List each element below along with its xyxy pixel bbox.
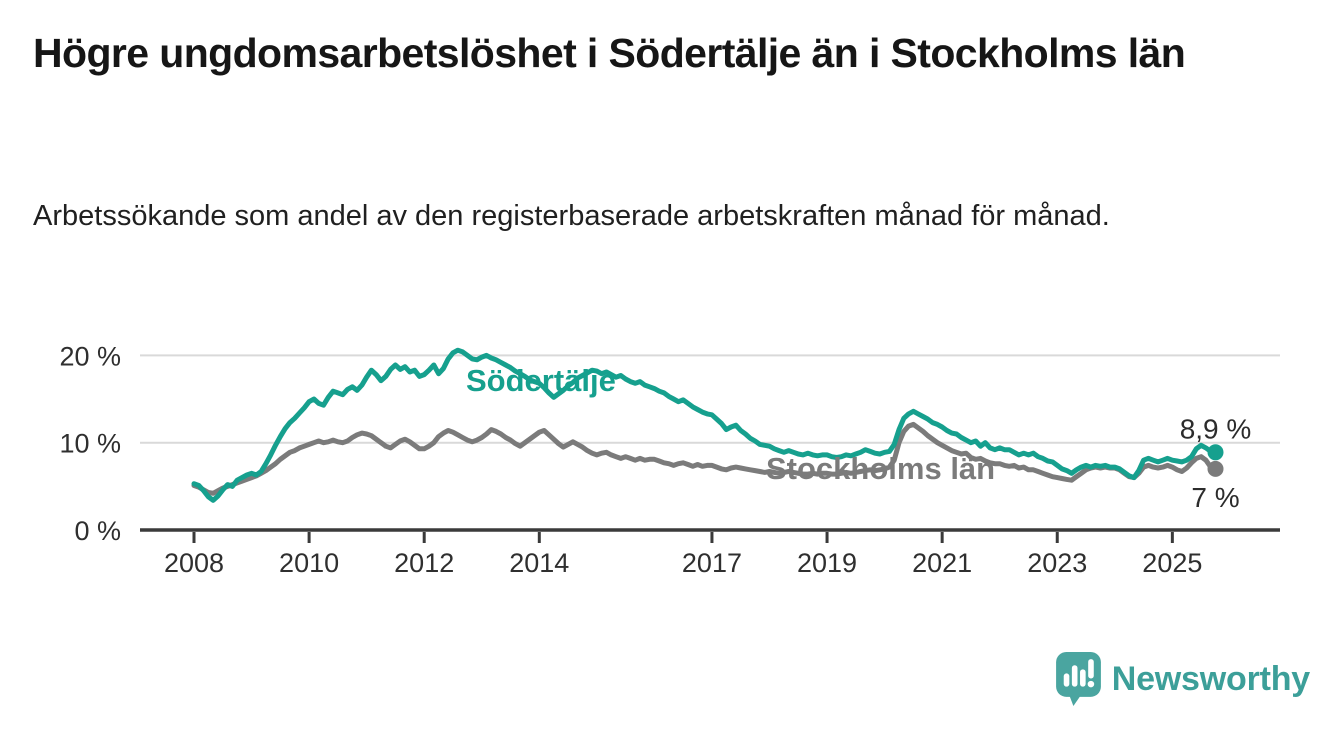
series-label-stockholms-lan: Stockholms län (766, 451, 995, 486)
end-value-label-stockholms-lan: 7 % (1191, 482, 1239, 513)
logo-bubble-tail (1068, 692, 1083, 706)
last-point-marker-sodertalje (1207, 444, 1224, 461)
x-tick-label: 2008 (164, 548, 224, 578)
x-tick-label: 2019 (797, 548, 857, 578)
brand-footer: Newsworthy (1055, 652, 1310, 707)
series-line-sodertalje (191, 347, 1218, 503)
newsworthy-logo-icon (1055, 652, 1101, 706)
x-tick-label: 2012 (394, 548, 454, 578)
x-tick-label: 2023 (1027, 548, 1087, 578)
y-tick-label: 20 % (59, 341, 121, 371)
bar-chart-icon (1063, 659, 1094, 688)
brand-name: Newsworthy (1111, 660, 1310, 698)
x-tick-label: 2025 (1142, 548, 1202, 578)
y-tick-label: 10 % (59, 429, 121, 459)
x-tick-label: 2014 (509, 548, 569, 578)
logo-bubble (1055, 652, 1101, 697)
x-tick-label: 2010 (279, 548, 339, 578)
x-tick-label: 2021 (912, 548, 972, 578)
page-title: Högre ungdomsarbetslöshet i Södertälje ä… (33, 30, 1186, 76)
series-line-stockholms-lan (191, 421, 1218, 496)
series-label-sodertalje: Södertälje (466, 363, 616, 398)
end-value-label-sodertalje: 8,9 % (1180, 413, 1252, 444)
y-tick-label: 0 % (74, 516, 121, 546)
page-subtitle: Arbetssökande som andel av den registerb… (33, 200, 1110, 232)
last-point-marker-stockholms-lan (1207, 460, 1224, 477)
x-tick-label: 2017 (682, 548, 742, 578)
